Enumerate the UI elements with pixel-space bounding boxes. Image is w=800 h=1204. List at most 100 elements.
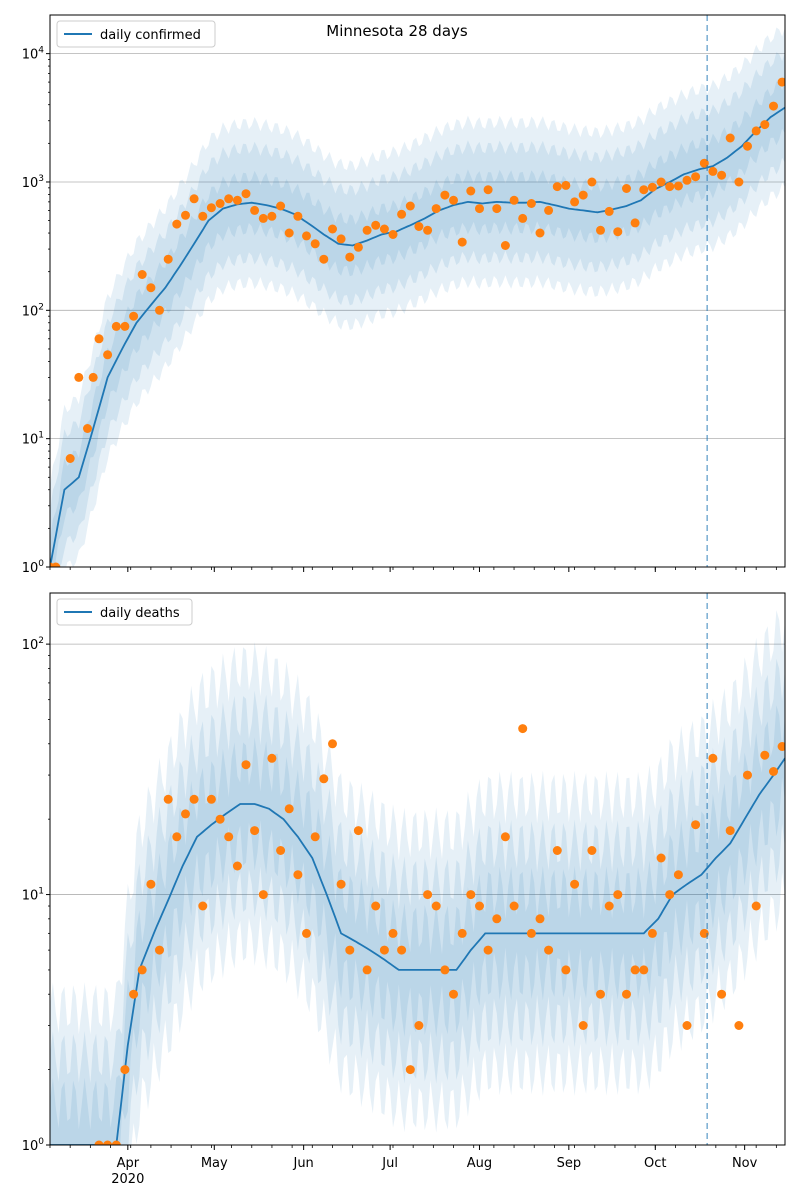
data-point (111, 1140, 121, 1145)
data-point (129, 311, 139, 321)
data-point (630, 965, 640, 975)
data-point (691, 820, 701, 830)
data-point (302, 231, 311, 241)
data-point (388, 230, 398, 239)
data-point (734, 177, 744, 187)
data-point (302, 928, 311, 938)
x-tick-label: Sep (557, 1156, 582, 1171)
data-point (206, 794, 216, 804)
data-point (500, 832, 510, 842)
data-point (475, 901, 484, 911)
data-point (509, 195, 519, 205)
data-point (120, 321, 130, 331)
data-point (284, 228, 294, 238)
data-point (371, 901, 381, 911)
data-point (769, 767, 778, 776)
data-point (137, 965, 147, 975)
data-point (622, 184, 631, 193)
data-point (760, 120, 770, 130)
data-point (708, 166, 718, 176)
data-point (483, 185, 493, 195)
data-point (466, 186, 476, 196)
data-point (414, 1021, 424, 1030)
data-point (578, 190, 588, 200)
data-point (163, 794, 173, 804)
data-point (587, 846, 597, 855)
data-point (492, 914, 502, 924)
data-point (665, 890, 675, 900)
data-point (172, 219, 182, 229)
data-point (397, 945, 407, 955)
data-point (526, 928, 536, 938)
data-point (777, 742, 785, 751)
data-point (120, 1065, 130, 1075)
data-point (362, 965, 372, 975)
data-point (276, 201, 286, 211)
data-point (717, 989, 727, 999)
y-tick-label: 102 (22, 302, 44, 319)
data-point (552, 846, 562, 855)
data-point (224, 194, 234, 204)
chart-title: Minnesota 28 days (326, 22, 468, 40)
data-point (353, 826, 363, 836)
data-point (198, 211, 208, 221)
legend-box (56, 598, 193, 626)
data-point (622, 989, 631, 999)
data-point (587, 177, 597, 187)
y-tick-label: 101 (22, 887, 44, 904)
data-point (189, 794, 199, 804)
y-tick-label: 100 (22, 1137, 45, 1154)
data-point (734, 1021, 744, 1030)
data-point (483, 945, 493, 955)
data-point (353, 242, 363, 252)
data-point (345, 945, 355, 955)
data-point (215, 199, 225, 208)
data-point (760, 750, 770, 760)
data-point (535, 228, 545, 238)
data-point (388, 928, 398, 938)
data-point (500, 241, 510, 250)
data-point (570, 879, 580, 889)
data-point (65, 454, 75, 463)
data-point (708, 753, 718, 763)
data-point (682, 175, 692, 185)
data-point (379, 945, 389, 955)
data-point (691, 172, 701, 182)
data-point (94, 334, 104, 344)
data-point (319, 774, 329, 784)
data-point (743, 141, 752, 151)
uncertainty-band-2 (50, 610, 785, 1145)
y-tick-label: 102 (22, 636, 44, 653)
data-point (613, 890, 623, 900)
uncertainty-band-2 (50, 27, 785, 567)
data-point (518, 213, 528, 223)
data-point (88, 372, 98, 382)
data-point (639, 965, 649, 975)
data-point (449, 989, 458, 999)
data-point (431, 204, 441, 214)
plot-area (50, 610, 785, 1145)
plot-area (50, 27, 785, 567)
x-tick-label: Apr (117, 1156, 140, 1171)
data-point (328, 739, 337, 749)
data-point (198, 901, 208, 911)
uncertainty-band-1 (50, 52, 785, 567)
data-point (509, 901, 519, 911)
data-point (457, 237, 467, 247)
data-point (656, 177, 666, 187)
confirmed-chart-panel: 100 101 102 103 104 daily confirmed (22, 14, 786, 576)
data-point (673, 870, 683, 880)
data-point (414, 222, 424, 231)
y-tick-label: 100 (22, 559, 45, 576)
x-tick-label: Aug (467, 1156, 492, 1171)
data-point (284, 804, 294, 814)
data-point (258, 890, 268, 900)
data-point (155, 305, 164, 315)
data-point (163, 254, 173, 264)
data-point (466, 890, 476, 900)
data-point (250, 826, 260, 836)
data-point (189, 194, 199, 204)
data-point (578, 1021, 588, 1030)
data-point (250, 205, 260, 215)
data-point (535, 914, 545, 924)
